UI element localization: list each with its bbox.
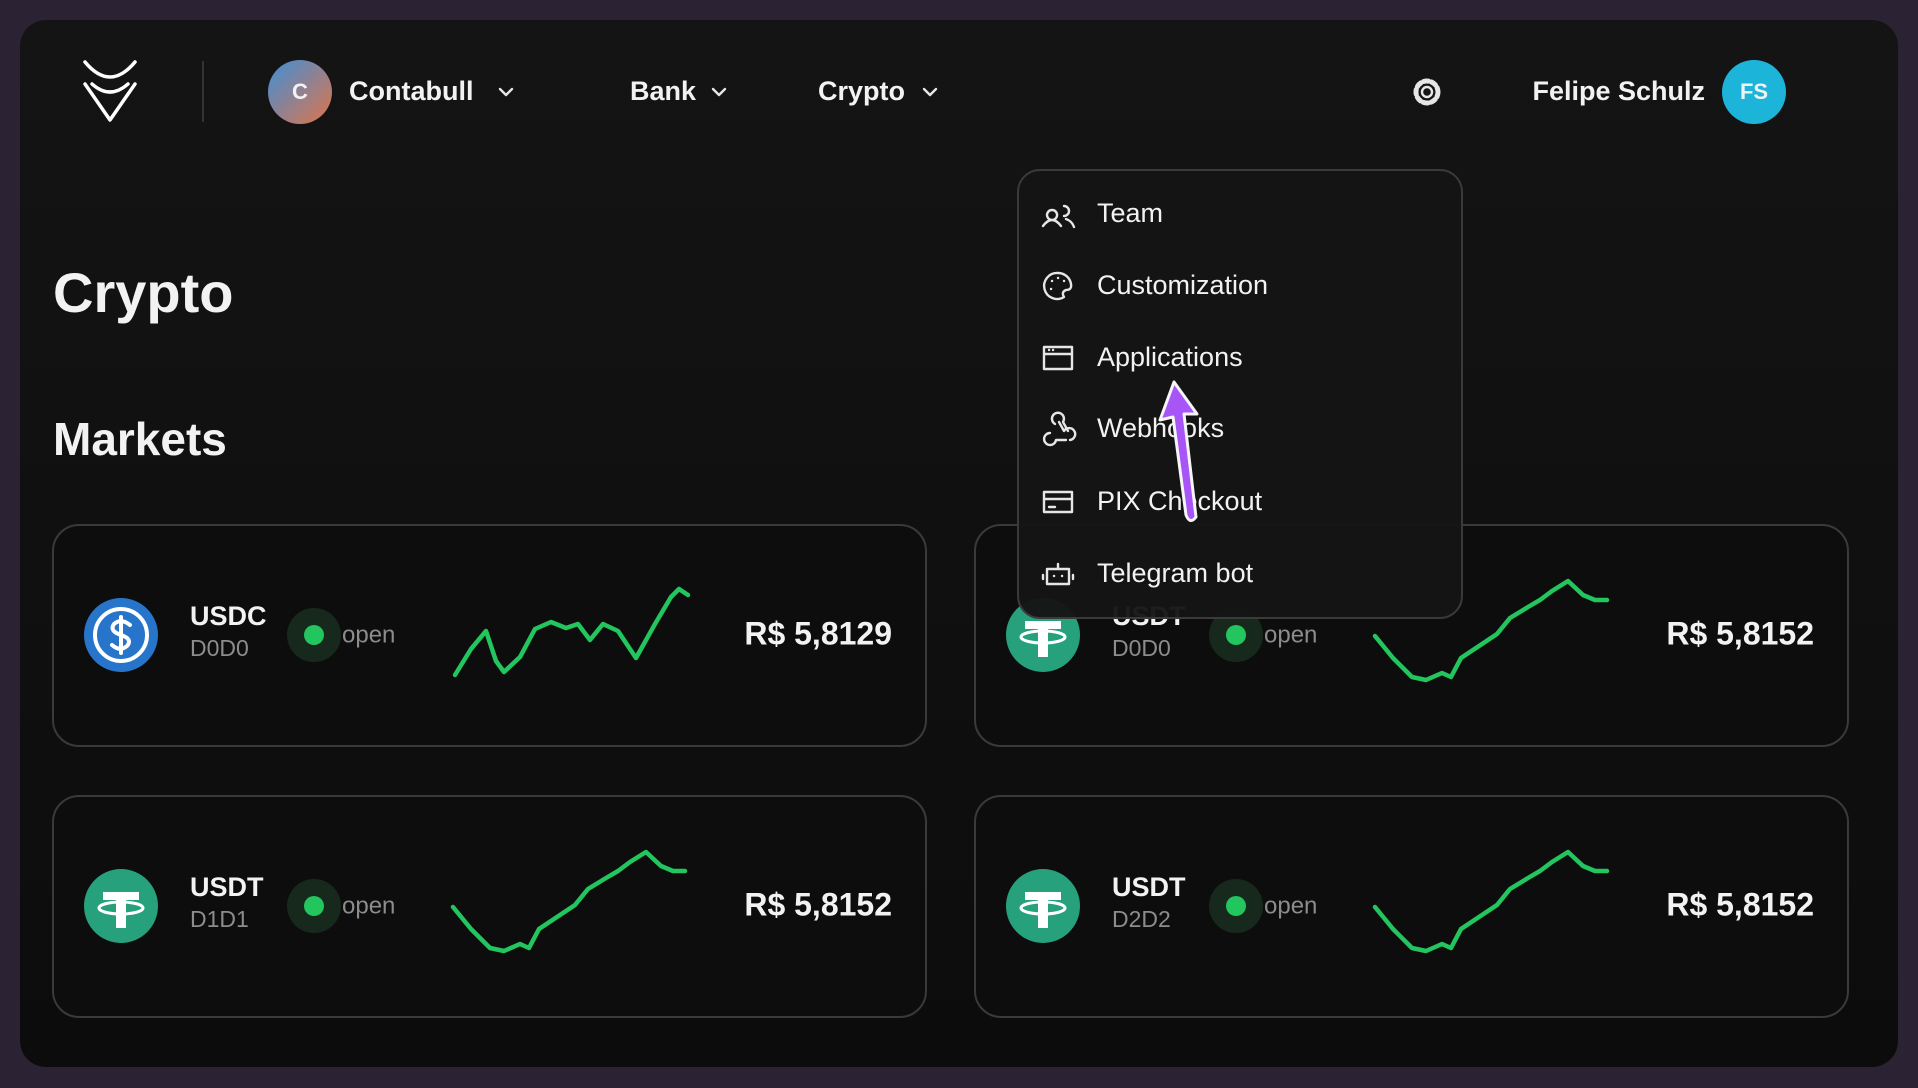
sparkline [1372, 578, 1610, 683]
user-initials: FS [1740, 79, 1768, 104]
cursor-arrow [1158, 380, 1199, 522]
menu-item[interactable]: Team [1041, 198, 1163, 229]
bank-menu[interactable]: Bank [630, 76, 727, 106]
gear-inner [1420, 85, 1434, 99]
coin-ring [93, 607, 149, 663]
sparkline [450, 849, 688, 954]
org-switcher[interactable]: C Contabull [268, 60, 514, 124]
symbol: USDT [1112, 872, 1186, 902]
crypto-menu[interactable]: Crypto [818, 76, 938, 106]
menu-icon [1042, 411, 1077, 447]
menu-item[interactable]: Telegram bot [1041, 558, 1254, 588]
market-card[interactable]: USDT D1D1 open R$ 5,8152 [52, 795, 927, 1018]
menu-icon [1042, 271, 1073, 301]
menu-label: Applications [1097, 342, 1243, 372]
status-dot [1226, 896, 1246, 916]
status-dot [304, 896, 324, 916]
status: open [342, 892, 395, 919]
menu-icon [1042, 490, 1074, 514]
org-name: Contabull [349, 76, 473, 106]
coin-glyph-ring [1019, 900, 1067, 916]
org-avatar [268, 60, 332, 124]
coin-glyph-ring [1019, 629, 1067, 645]
user-menu[interactable]: Felipe Schulz FS [1532, 60, 1786, 124]
status-dot [304, 625, 324, 645]
status: open [1264, 892, 1317, 919]
market-card[interactable]: USDT D2D2 open R$ 5,8152 [974, 795, 1849, 1018]
menu-icon [1041, 204, 1076, 229]
dropdown-panel [1017, 169, 1463, 619]
coin-glyph [1025, 892, 1061, 928]
status: open [1264, 621, 1317, 648]
coin-glyph [1025, 621, 1061, 657]
menu-label: Customization [1097, 270, 1268, 300]
symbol: USDT [190, 872, 264, 902]
menu-item[interactable]: Customization [1042, 270, 1268, 301]
pair: D1D1 [190, 906, 249, 932]
user-name: Felipe Schulz [1532, 76, 1705, 106]
status: open [342, 621, 395, 648]
nav-item[interactable]: Bank [630, 76, 697, 106]
section-title: Markets [53, 413, 227, 465]
menu-label: Telegram bot [1097, 558, 1254, 588]
card-bg [974, 795, 1849, 1018]
gear-outer [1413, 78, 1441, 106]
pair: D2D2 [1112, 906, 1171, 932]
market-grid: USDC D0D0 open R$ 5,8129 USDT D0D0 open R$ 5,81… [52, 524, 1849, 1018]
coin-glyph-ring [97, 900, 145, 916]
settings-dropdown: TeamCustomizationApplicationsWebhooksPIX… [1017, 169, 1463, 619]
page-title: Crypto [53, 261, 233, 324]
menu-label: Team [1097, 198, 1163, 228]
settings-button[interactable] [1413, 78, 1441, 106]
pair: D0D0 [1112, 635, 1171, 661]
nav-item[interactable]: Crypto [818, 76, 905, 106]
menu-icon [1041, 562, 1075, 586]
org-initial: C [292, 79, 308, 104]
market-card[interactable]: USDC D0D0 open R$ 5,8129 [52, 524, 927, 747]
sparkline [452, 586, 691, 678]
menu-icon [1042, 345, 1074, 371]
symbol: USDC [190, 601, 267, 631]
chevron [498, 87, 514, 97]
price: R$ 5,8152 [1666, 615, 1814, 651]
chevron [711, 87, 727, 97]
price: R$ 5,8152 [744, 886, 892, 922]
menu-label: PIX Checkout [1097, 486, 1263, 516]
chevron [922, 87, 938, 97]
status-dot [1226, 625, 1246, 645]
logo[interactable] [83, 60, 137, 122]
pair: D0D0 [190, 635, 249, 661]
user-avatar [1722, 60, 1786, 124]
card-bg [52, 795, 927, 1018]
coin-glyph [110, 615, 132, 655]
menu-item[interactable]: PIX Checkout [1042, 486, 1263, 516]
sparkline [1372, 849, 1610, 954]
coin-glyph [103, 892, 139, 928]
menu-item[interactable]: Applications [1042, 342, 1243, 372]
price: R$ 5,8152 [1666, 886, 1814, 922]
price: R$ 5,8129 [744, 615, 892, 651]
